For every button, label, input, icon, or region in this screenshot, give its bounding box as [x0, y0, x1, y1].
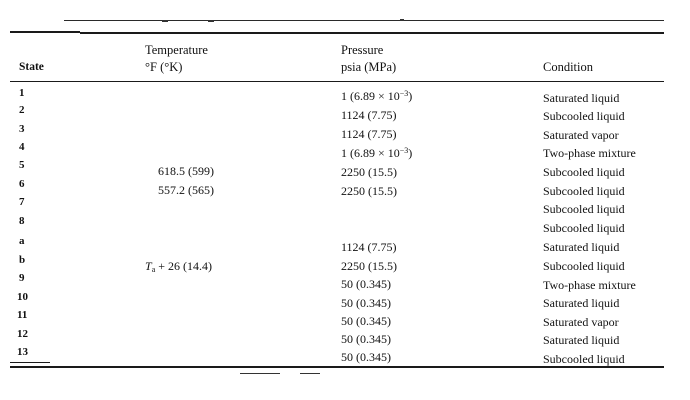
top-rule-thin — [64, 20, 664, 21]
pressure-value: 50 (0.345) — [341, 277, 391, 291]
pressure-value: 50 (0.345) — [341, 332, 391, 346]
header-temperature: Temperature — [145, 43, 208, 57]
bottom-rule-left — [10, 362, 50, 363]
condition-value: Saturated liquid — [543, 296, 620, 310]
pressure-value: 1 (6.89 × 10−3) — [341, 146, 413, 160]
state-label: 11 — [17, 309, 28, 321]
condition-value: Subcooled liquid — [543, 221, 625, 235]
scan-mark — [300, 373, 320, 374]
header-pressure-units: psia (MPa) — [341, 60, 397, 74]
top-rule-left — [10, 31, 80, 33]
condition-value: Subcooled liquid — [543, 184, 625, 198]
scan-mark — [400, 19, 404, 21]
condition-value: Saturated liquid — [543, 91, 620, 105]
condition-value: Subcooled liquid — [543, 202, 625, 216]
condition-value: Subcooled liquid — [543, 165, 625, 179]
top-rule — [80, 32, 664, 34]
condition-value: Saturated liquid — [543, 240, 620, 254]
pressure-value: 2250 (15.5) — [341, 165, 397, 179]
condition-value: Two-phase mixture — [543, 278, 636, 292]
condition-value: Saturated vapor — [543, 315, 619, 329]
pressure-value: 50 (0.345) — [341, 296, 391, 310]
temperature-value: 557.2 (565) — [158, 183, 214, 197]
state-label: 3 — [19, 123, 25, 135]
state-label: 12 — [17, 328, 28, 340]
pressure-value: 1124 (7.75) — [341, 108, 397, 122]
pressure-value: 2250 (15.5) — [341, 259, 397, 273]
bottom-rule — [10, 366, 664, 368]
state-label: 9 — [19, 272, 25, 284]
header-temperature-units: °F (°K) — [145, 60, 183, 74]
header-state: State — [19, 61, 44, 73]
scan-mark — [240, 373, 280, 374]
state-label: 6 — [19, 178, 25, 190]
state-label: b — [19, 254, 26, 266]
state-label: 7 — [19, 196, 25, 208]
header-condition: Condition — [543, 60, 594, 74]
pressure-value: 1124 (7.75) — [341, 127, 397, 141]
pressure-value: 50 (0.345) — [341, 350, 391, 364]
state-label: 13 — [17, 346, 28, 358]
state-label: 5 — [19, 159, 25, 171]
scan-mark — [162, 20, 168, 22]
pressure-value: 50 (0.345) — [341, 314, 391, 328]
condition-value: Subcooled liquid — [543, 259, 625, 273]
header-rule — [10, 81, 664, 82]
state-label: 1 — [19, 87, 25, 99]
condition-value: Subcooled liquid — [543, 109, 625, 123]
condition-value: Subcooled liquid — [543, 352, 625, 366]
condition-value: Saturated vapor — [543, 128, 619, 142]
condition-value: Two-phase mixture — [543, 146, 636, 160]
pressure-value: 1 (6.89 × 10−3) — [341, 89, 413, 103]
pressure-value: 1124 (7.75) — [341, 240, 397, 254]
temperature-value: 618.5 (599) — [158, 164, 214, 178]
state-label: 4 — [19, 141, 25, 153]
scan-mark — [208, 20, 214, 22]
state-label: a — [19, 235, 25, 247]
temperature-value-b: Ta + 26 (14.4) — [145, 259, 213, 274]
state-label: 8 — [19, 215, 25, 227]
pressure-value: 2250 (15.5) — [341, 184, 397, 198]
condition-value: Saturated liquid — [543, 333, 620, 347]
state-label: 10 — [17, 291, 28, 303]
state-label: 2 — [19, 104, 25, 116]
header-pressure: Pressure — [341, 43, 384, 57]
